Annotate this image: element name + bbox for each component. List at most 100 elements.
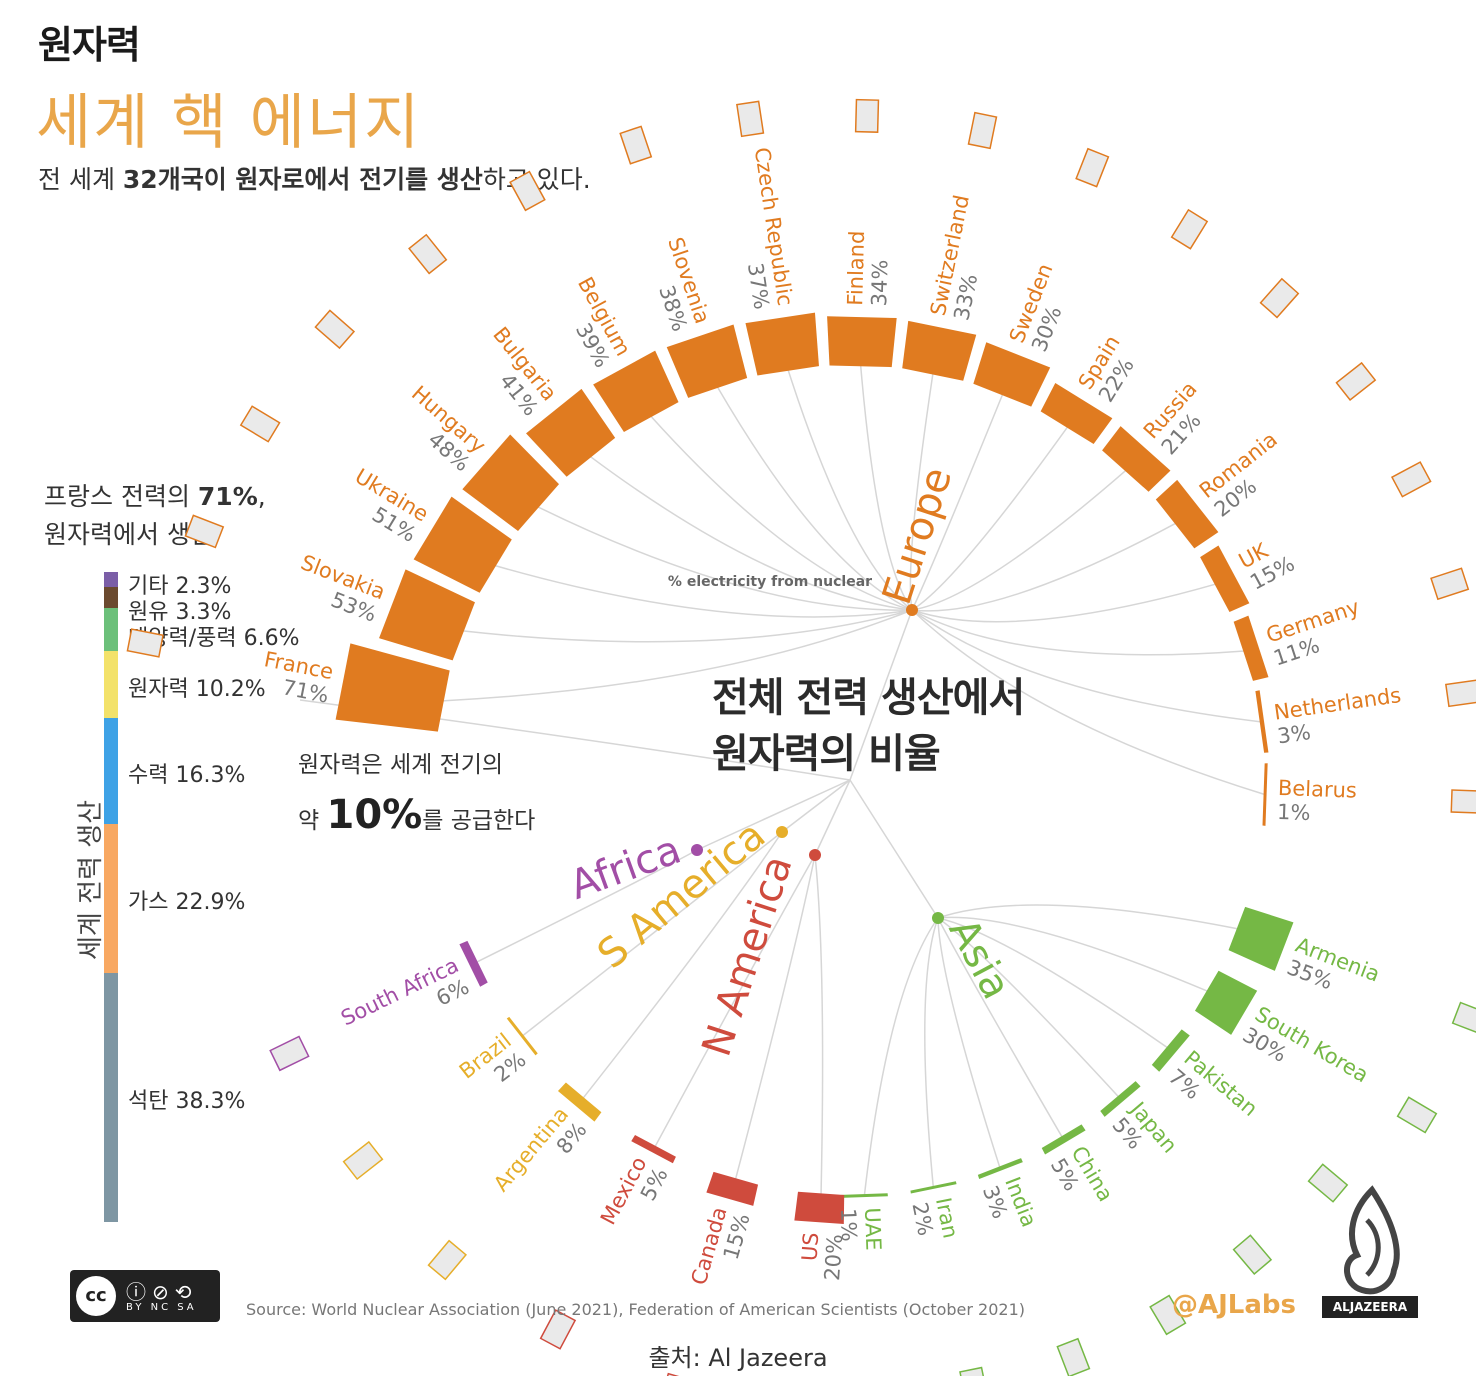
connector-line [859,365,913,611]
bars [335,312,1294,1224]
country-value-label: 1% [836,1208,861,1242]
connector-line [522,831,783,1037]
credit: 출처: Al Jazeera [648,1344,828,1372]
supply-note: 원자력은 세계 전기의 약 10%를 공급한다 [298,740,535,846]
connector-line [911,522,1177,612]
supply-note-big: 10% [326,792,423,838]
bar-argentina [557,1082,602,1122]
flag-icon [1390,461,1432,498]
flag-icon [239,405,281,443]
bar-mexico [631,1134,676,1164]
bar-belgium [593,350,679,432]
bar-slovakia [379,569,475,661]
flag-icon [509,170,546,212]
connector-line [494,564,913,618]
energy-mix-label: 원자력 10.2% [128,676,266,702]
region-hub-dot [932,912,944,924]
country-name-label: US [797,1232,823,1262]
bar-uk [1200,545,1250,613]
energy-mix-segment [104,651,118,718]
license-icons: ⓘ⊘⟲ [126,1280,198,1304]
flag-icon [1450,789,1476,814]
cc-license-badge: cc ⓘ⊘⟲ BY NC SA [70,1270,220,1322]
connector-line [937,904,1238,930]
country-value-label: 1% [1277,800,1311,825]
bar-romania [1155,479,1219,549]
bar-canada [706,1171,759,1206]
bar-south-africa [459,940,488,987]
flag-icon [1307,1163,1349,1203]
cc-icon: cc [76,1276,116,1316]
flag-icon [854,98,880,133]
connector-line [650,415,913,611]
region-hub-dot [776,826,788,838]
region-hub-dot [906,604,918,616]
france-note-pre: 프랑스 전력의 [44,482,198,511]
country-value-label: 3% [1276,720,1312,748]
flag-icon [736,100,765,138]
flag-icon [967,111,998,150]
connector-line [937,917,1001,1168]
energy-mix-label: 기타 2.3% [128,574,232,599]
flag-icon [1445,679,1476,708]
bar-switzerland [902,320,977,381]
connector-line [937,917,1063,1138]
subtitle-bold: 32개국이 원자로에서 전기를 생산 [122,165,483,194]
energy-mix-segment [104,972,118,1222]
bar-us [794,1191,845,1224]
flag-icon [1430,567,1470,601]
connector-line [911,469,1127,611]
bar-belarus [1262,763,1268,826]
connector-line [582,831,783,1099]
bar-brazil [506,1016,538,1056]
country-name-label: Netherlands [1272,683,1402,725]
connector-lines [299,365,1265,1195]
energy-mix-segment [104,586,118,609]
supply-note-line1: 원자력은 세계 전기의 [298,752,504,778]
kicker-label: 원자력 [38,23,141,67]
bar-czech-republic [745,312,819,376]
flag-icon [619,125,653,165]
connector-line [937,916,1208,992]
connector-line [911,426,1069,611]
connector-line [911,609,1261,723]
bar-germany [1233,615,1269,681]
connector-line [911,583,1217,623]
connector-line [911,393,1004,611]
country-name-label: Belarus [1278,776,1358,803]
bar-pakistan [1151,1029,1190,1072]
flag-icon [1259,277,1300,319]
energy-mix-segment [104,823,118,973]
supply-note-prefix: 약 [298,808,327,834]
energy-mix-segment [104,717,118,824]
energy-mix-label: 원유 3.3% [128,600,232,625]
bar-netherlands [1255,690,1269,753]
energy-mix-segment [104,572,118,587]
flag-icon [342,1140,384,1181]
flag-icon [408,233,448,275]
connector-line [909,373,934,611]
aljazeera-logo-icon [1344,1185,1400,1295]
connector-line [589,455,913,611]
france-note-post: , [257,482,266,511]
connector-line [937,917,1119,1098]
flag-icon [126,628,164,658]
flag-icon [184,514,225,549]
subtitle-pre: 전 세계 [38,165,123,194]
center-title-line2: 원자력의 비율 [712,731,941,777]
bar-spain [1040,383,1113,445]
bar-armenia [1228,906,1294,971]
connector-line [911,609,1245,656]
country-value-label: 2% [907,1200,937,1237]
bar-china [1041,1124,1086,1155]
france-note-bold: 71% [197,482,258,511]
bar-uae [841,1193,888,1198]
connector-line [924,917,939,1187]
hub-line [814,779,851,856]
france-note-line2: 원자력에서 생산 [44,520,213,549]
energy-mix-label: 석탄 38.3% [128,1089,246,1115]
hub-line [849,779,939,919]
bar-bulgaria [526,388,616,477]
page-title: 세계 핵 에너지 [36,88,422,158]
